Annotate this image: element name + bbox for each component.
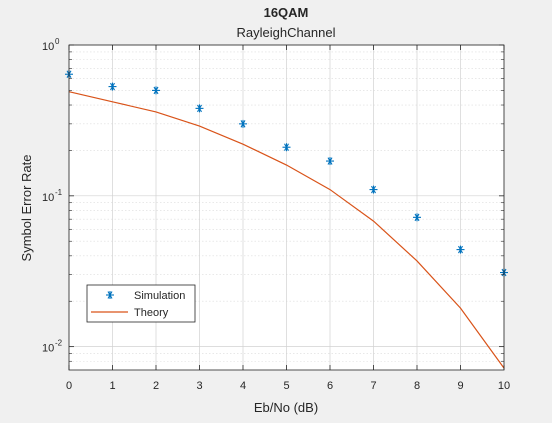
x-tick-label: 0 [66,380,72,392]
x-tick-label: 8 [414,380,420,392]
y-tick-label: 10 [42,343,54,355]
x-tick-label: 4 [240,380,246,392]
legend[interactable]: Simulation Theory [86,284,196,323]
simulation-marker [326,157,334,166]
legend-theory-label: Theory [134,307,169,319]
y-tick-label: 10 [42,41,54,53]
simulation-marker [239,119,247,128]
theory-line [68,91,505,369]
x-tick-label: 3 [196,380,202,392]
y-axis-label: Symbol Error Rate [19,155,34,262]
x-tick-label: 7 [370,380,376,392]
chart-subtitle: RayleighChannel [236,25,335,40]
legend-box [86,284,196,323]
chart-title: 16QAM [264,5,309,20]
y-tick-exponent: 0 [55,37,60,46]
simulation-marker [413,213,421,222]
x-axis-label: Eb/No (dB) [254,400,318,415]
simulation-marker [152,86,160,95]
simulation-marker [456,245,465,254]
x-tick-label: 5 [283,380,289,392]
legend-marker-glyph [106,291,114,299]
x-tick-label: 9 [457,380,463,392]
y-tick-exponent: -1 [55,188,63,197]
x-tick-label: 6 [327,380,333,392]
simulation-marker [108,82,117,91]
legend-simulation-marker [106,291,114,299]
x-tick-label: 1 [109,380,115,392]
x-tick-label: 2 [153,380,159,392]
x-tick-label: 10 [498,380,510,392]
simulation-marker [282,143,291,152]
simulation-marker [369,185,378,194]
simulation-marker [195,104,204,113]
y-tick-label: 10 [42,192,54,204]
legend-simulation-label: Simulation [134,290,185,302]
theory-series [68,91,505,369]
ticks: 10 010 -110 -20 1 2 3 4 5 6 7 8 9 10 [42,37,510,392]
y-tick-exponent: -2 [55,339,63,348]
